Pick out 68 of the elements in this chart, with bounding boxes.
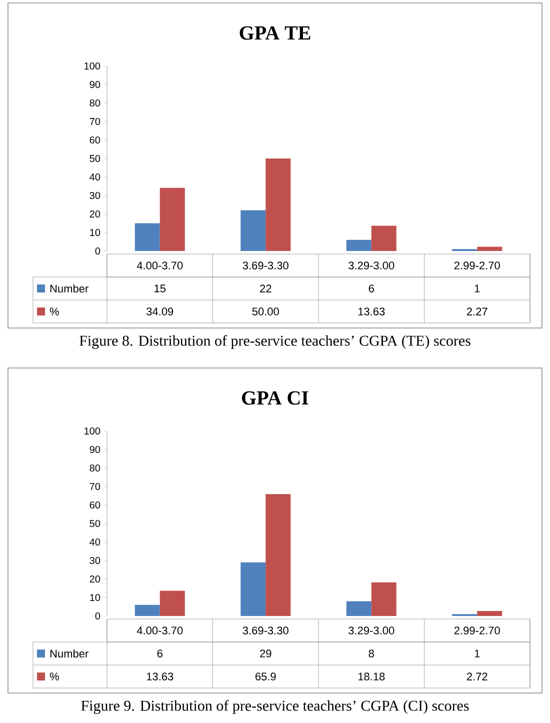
bar	[134, 604, 160, 616]
data-label: 13.63	[358, 308, 385, 316]
y-tick-label: 50	[90, 154, 100, 162]
bar	[134, 223, 160, 252]
data-label: 50.00	[252, 308, 279, 316]
legend-label: %	[50, 308, 59, 316]
legend-label: Number	[50, 649, 88, 658]
y-tick-label: 20	[90, 575, 100, 583]
bar	[266, 158, 291, 252]
data-label: 34.09	[146, 308, 174, 316]
bar	[477, 610, 502, 616]
y-tick-label: 90	[90, 80, 100, 88]
chart-title: GPA TE	[240, 26, 310, 40]
data-label: 6	[368, 284, 374, 292]
y-tick-label: 10	[90, 594, 100, 602]
bar	[477, 246, 502, 252]
bar	[160, 188, 185, 252]
legend-label: Number	[50, 284, 88, 293]
y-tick-label: 20	[90, 210, 100, 218]
bar	[240, 562, 266, 616]
y-tick-label: 70	[90, 118, 100, 126]
x-tick-label: 4.00-3.70	[136, 262, 183, 270]
bar	[346, 240, 372, 252]
y-tick-label: 10	[90, 228, 100, 236]
data-label: 8	[368, 650, 374, 658]
y-tick-label: 100	[84, 427, 100, 435]
chart-title: GPA CI	[242, 391, 308, 405]
y-tick-label: 50	[90, 520, 100, 528]
y-tick-label: 30	[90, 192, 100, 200]
legend-label: %	[50, 672, 59, 680]
caption: Figure 9. Distribution of pre-service teachers’ CGPA (CI) scores	[81, 700, 469, 714]
data-label: 15	[154, 284, 166, 292]
data-label: 2.27	[466, 308, 488, 316]
bar	[346, 601, 372, 616]
x-tick-label: 3.69-3.30	[242, 262, 288, 270]
y-tick-label: 90	[90, 446, 100, 454]
x-tick-label: 3.29-3.00	[348, 626, 394, 634]
y-tick-label: 80	[90, 464, 100, 472]
x-tick-label: 2.99-2.70	[454, 626, 500, 634]
data-label: 22	[260, 284, 272, 292]
data-label: 1	[474, 650, 480, 658]
data-label: 2.72	[466, 672, 488, 680]
x-tick-label: 4.00-3.70	[136, 626, 183, 634]
y-tick-label: 30	[90, 556, 100, 564]
y-tick-label: 60	[90, 136, 100, 144]
caption: Figure 8. Distribution of pre-service teachers’ CGPA (TE) scores	[80, 335, 470, 349]
y-tick-label: 0	[95, 612, 100, 620]
data-label: 65.9	[255, 672, 276, 680]
y-tick-label: 40	[90, 538, 100, 546]
data-label: 29	[260, 650, 272, 658]
y-tick-label: 60	[90, 501, 100, 509]
x-tick-label: 3.29-3.00	[348, 262, 394, 270]
y-tick-label: 100	[84, 62, 100, 70]
y-tick-label: 70	[90, 482, 100, 490]
bar	[240, 210, 266, 252]
data-label: 13.63	[146, 672, 174, 680]
y-tick-label: 40	[90, 173, 100, 181]
data-label: 6	[157, 650, 162, 658]
x-tick-label: 2.99-2.70	[454, 262, 500, 270]
x-tick-label: 3.69-3.30	[242, 626, 288, 634]
bar	[160, 590, 185, 616]
bar	[266, 494, 291, 616]
data-label: 1	[474, 284, 480, 292]
y-tick-label: 0	[95, 247, 100, 255]
bar	[371, 582, 396, 616]
data-label: 18.18	[358, 672, 385, 680]
bar	[371, 226, 396, 252]
y-tick-label: 80	[90, 99, 100, 107]
